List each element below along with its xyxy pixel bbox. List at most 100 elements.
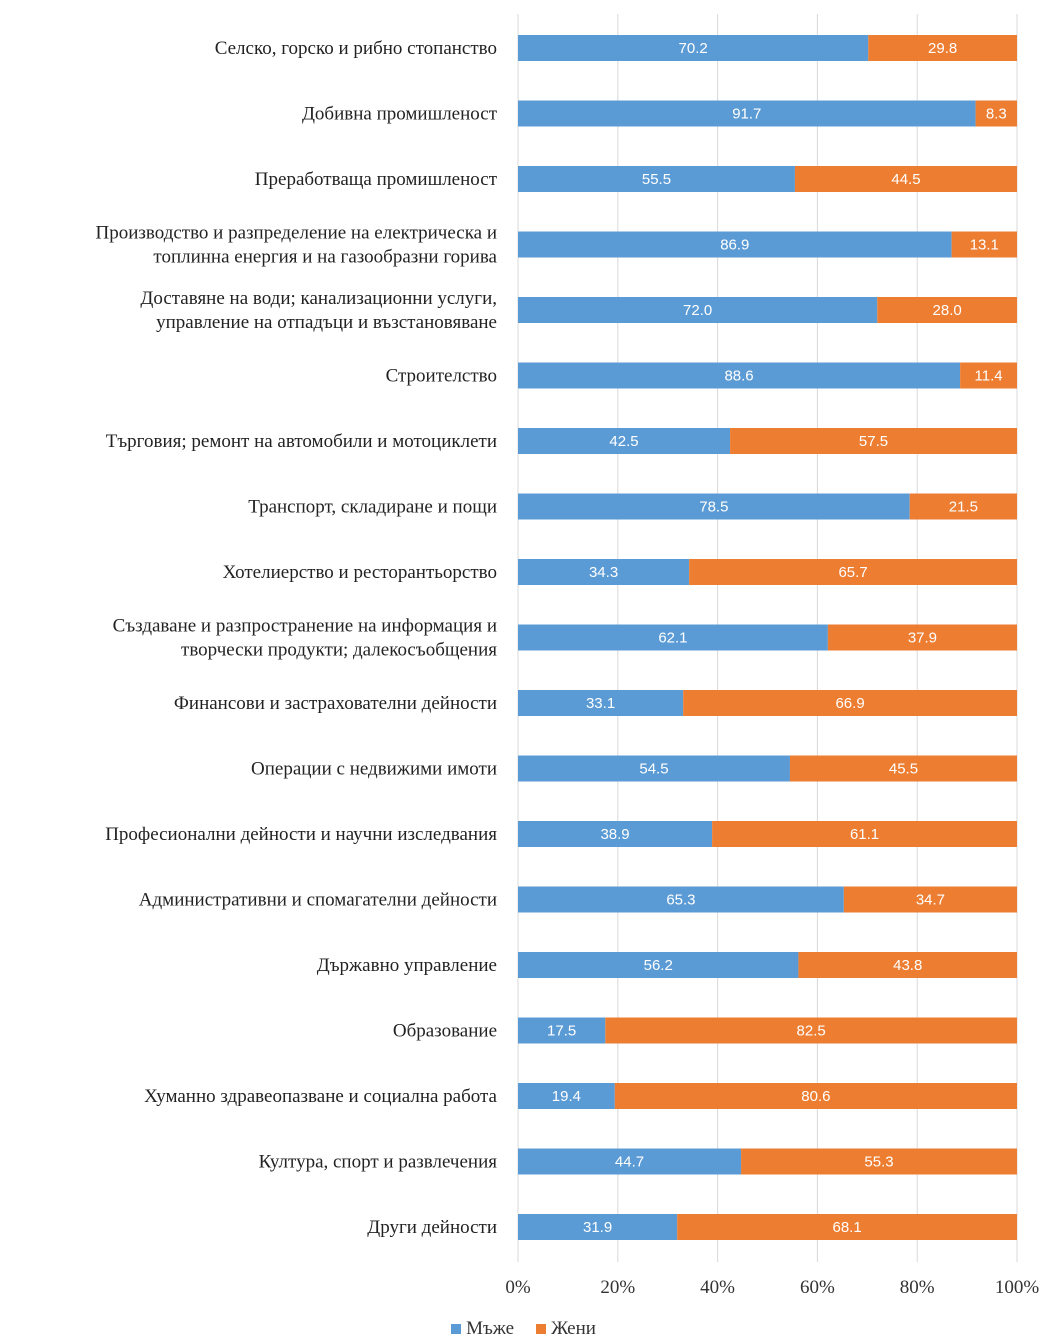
bar-segment-men — [518, 297, 878, 323]
bar-segment-women — [677, 1214, 1017, 1240]
category-label: Доставяне на води; канализационни услуги… — [140, 288, 497, 309]
x-tick-label: 20% — [600, 1277, 635, 1298]
data-label: 86.9 — [720, 237, 749, 254]
bar-segment-men — [518, 1083, 615, 1109]
bars: 70.2 29.8 91.7 8.3 55.5 44.5 86.9 13.1 72.0 28.0 8… — [518, 35, 1017, 1240]
category-label: Професионални дейности и научни изследва… — [105, 824, 497, 845]
category-label: Операции с недвижими имоти — [251, 759, 497, 780]
bar-segment-women — [877, 297, 1017, 323]
legend-label: Жени — [551, 1318, 596, 1339]
data-label: 88.6 — [724, 368, 753, 385]
data-label: 62.1 — [658, 630, 687, 647]
data-label: 33.1 — [586, 695, 615, 712]
bar-segment-men — [518, 886, 844, 913]
bar-segment-men — [518, 362, 961, 389]
bar-segment-women — [951, 231, 1017, 258]
data-label: 17.5 — [547, 1023, 576, 1040]
category-label: топлинна енергия и на газообразни горива — [153, 247, 497, 268]
category-label: Хотелиерство и ресторантьорство — [223, 562, 497, 583]
category-label: Преработваща промишленост — [255, 169, 498, 190]
category-label: Производство и разпределение на електрич… — [96, 223, 498, 244]
legend-item-women: Жени — [536, 1318, 596, 1340]
legend-item-men: Мъже — [451, 1318, 514, 1340]
bar-segment-men — [518, 821, 713, 847]
data-label: 45.5 — [889, 761, 918, 778]
data-label: 66.9 — [835, 695, 864, 712]
bar-segment-women — [741, 1148, 1017, 1175]
data-label: 38.9 — [600, 826, 629, 843]
category-label: Образование — [393, 1021, 497, 1042]
bar-segment-men — [518, 952, 799, 978]
category-label: Хуманно здравеопазване и социална работа — [144, 1086, 497, 1107]
chart-legend: Мъже Жени — [0, 1318, 1047, 1340]
bar-segment-women — [975, 100, 1017, 127]
data-label: 82.5 — [797, 1023, 826, 1040]
data-label: 70.2 — [679, 40, 708, 57]
bar-segment-women — [789, 755, 1017, 782]
data-label: 72.0 — [683, 302, 712, 319]
data-label: 80.6 — [801, 1088, 830, 1105]
data-label: 44.7 — [615, 1154, 644, 1171]
data-label: 68.1 — [832, 1219, 861, 1236]
bar-segment-men — [518, 493, 910, 520]
category-label: Други дейности — [367, 1217, 497, 1238]
bar-segment-women — [960, 362, 1017, 389]
x-tick-label: 0% — [505, 1277, 531, 1298]
bar-segment-women — [689, 559, 1017, 585]
data-label: 65.7 — [838, 564, 867, 581]
bar-segment-women — [843, 886, 1017, 913]
data-label: 54.5 — [639, 761, 668, 778]
bar-segment-women — [827, 624, 1017, 651]
bar-segment-men — [518, 755, 790, 782]
legend-swatch — [451, 1324, 462, 1334]
bar-segment-women — [794, 166, 1017, 192]
bar-segment-women — [712, 821, 1017, 847]
category-label: Строителство — [386, 366, 497, 387]
bar-segment-men — [518, 690, 684, 716]
data-label: 65.3 — [666, 892, 695, 909]
data-label: 19.4 — [552, 1088, 581, 1105]
bar-segment-men — [518, 559, 690, 585]
data-label: 55.5 — [642, 171, 671, 188]
category-label: Добивна промишленост — [302, 104, 498, 125]
bar-segment-men — [518, 624, 828, 651]
category-label: Търговия; ремонт на автомобили и мотоцик… — [106, 431, 497, 452]
x-tick-label: 80% — [900, 1277, 935, 1298]
data-label: 42.5 — [609, 433, 638, 450]
data-label: 21.5 — [949, 499, 978, 516]
bar-segment-men — [518, 100, 976, 127]
category-label: Държавно управление — [317, 955, 497, 976]
bar-segment-men — [518, 35, 869, 61]
category-label: Административни и спомагателни дейности — [139, 890, 497, 911]
data-label: 8.3 — [986, 106, 1007, 123]
data-label: 11.4 — [975, 368, 1003, 385]
category-label: Създаване и разпространение на информаци… — [113, 616, 497, 637]
data-label: 57.5 — [859, 433, 888, 450]
data-label: 91.7 — [732, 106, 761, 123]
bar-segment-men — [518, 166, 795, 192]
data-label: 13.1 — [970, 237, 999, 254]
data-label: 43.8 — [893, 957, 922, 974]
data-label: 34.3 — [589, 564, 618, 581]
data-label: 78.5 — [699, 499, 728, 516]
bar-segment-women — [909, 493, 1017, 520]
category-label: управление на отпадъци и възстановяване — [156, 312, 497, 333]
data-label: 44.5 — [891, 171, 920, 188]
data-label: 28.0 — [933, 302, 962, 319]
x-axis-ticks: 0% 20% 40% 60% 80% 100% — [505, 1277, 1039, 1298]
bar-segment-women — [614, 1083, 1017, 1109]
data-label: 55.3 — [864, 1154, 893, 1171]
bar-segment-men — [518, 428, 731, 454]
data-label: 34.7 — [916, 892, 945, 909]
data-label: 29.8 — [928, 40, 957, 57]
category-label: Селско, горско и рибно стопанство — [215, 38, 497, 59]
category-label: Транспорт, складиране и пощи — [248, 497, 497, 518]
bar-segment-men — [518, 231, 952, 258]
bar-segment-women — [868, 35, 1017, 61]
data-label: 37.9 — [908, 630, 937, 647]
x-tick-label: 60% — [800, 1277, 835, 1298]
bar-segment-men — [518, 1017, 606, 1044]
x-tick-label: 40% — [700, 1277, 735, 1298]
data-label: 56.2 — [644, 957, 673, 974]
